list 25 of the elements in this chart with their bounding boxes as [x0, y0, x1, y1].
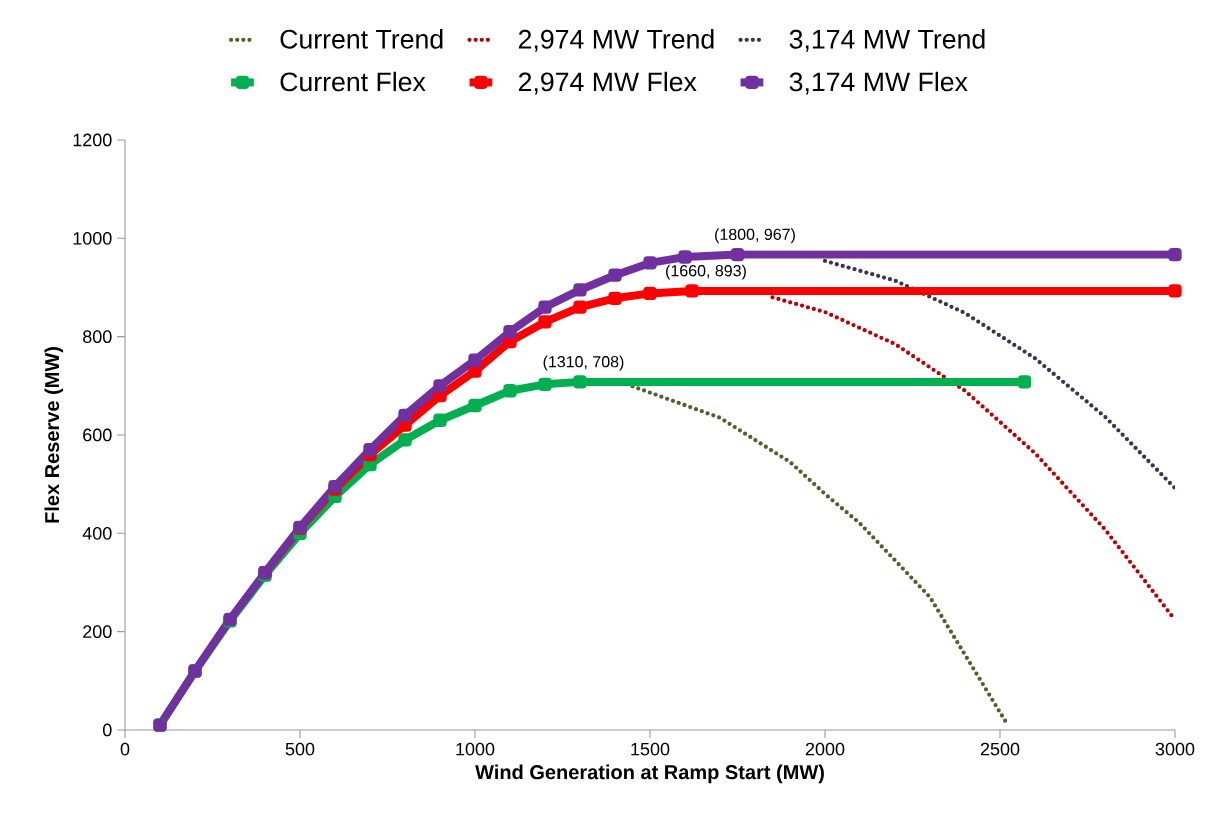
annotation: (1660, 893) — [666, 264, 746, 280]
legend-label: Current Flex — [280, 71, 426, 92]
x-tick-label: 1000 — [456, 742, 495, 756]
legend-label: 2,974 MW Trend — [518, 29, 714, 52]
annotation: (1310, 708) — [543, 355, 624, 371]
y-tick-label: 800 — [83, 330, 112, 344]
legend-label: 3,174 MW Trend — [789, 29, 985, 52]
x-tick-label: 2500 — [980, 742, 1020, 756]
legend-label: Current Trend — [280, 29, 443, 49]
x-tick-label: 2000 — [805, 742, 845, 756]
legend-label: 2,974 MW Flex — [518, 71, 697, 95]
y-tick-label: 400 — [82, 526, 112, 540]
y-tick-label: 1000 — [73, 231, 112, 245]
y-tick-label: 600 — [83, 428, 112, 442]
annotation: (1800, 967) — [715, 228, 795, 244]
x-tick-label: 3000 — [1155, 742, 1195, 756]
x-tick-label: 500 — [285, 742, 315, 756]
x-axis-title: Wind Generation at Ramp Start (MW) — [475, 764, 824, 784]
y-tick-label: 1200 — [73, 133, 112, 147]
legend-label: 3,174 MW Flex — [789, 71, 968, 95]
x-tick-label: 0 — [120, 742, 130, 756]
x-tick-label: 1500 — [631, 742, 670, 756]
y-axis-title: Flex Reserve (MW) — [44, 347, 64, 523]
y-tick-label: 200 — [83, 625, 112, 639]
y-tick-label: 0 — [102, 723, 112, 737]
